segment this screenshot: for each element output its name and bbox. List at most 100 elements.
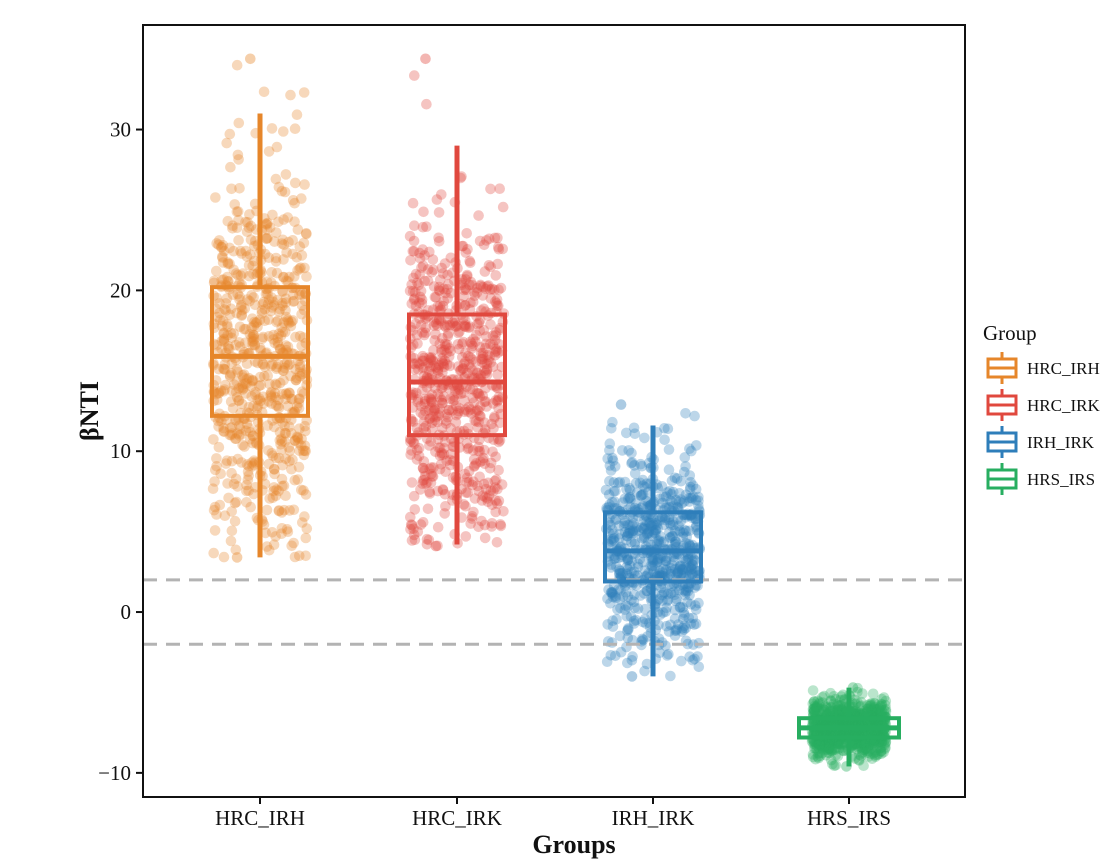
jitter-point bbox=[256, 305, 268, 316]
jitter-point bbox=[234, 183, 245, 194]
jitter-point bbox=[474, 325, 486, 337]
jitter-point bbox=[281, 247, 292, 258]
jitter-point bbox=[234, 420, 245, 432]
jitter-point bbox=[437, 367, 448, 378]
jitter-point bbox=[494, 324, 505, 336]
jitter-point bbox=[478, 478, 490, 490]
jitter-point bbox=[237, 439, 248, 451]
jitter-point bbox=[249, 240, 260, 252]
jitter-point bbox=[462, 443, 474, 455]
jitter-point bbox=[255, 345, 266, 356]
jitter-point bbox=[432, 301, 444, 312]
jitter-point bbox=[294, 241, 306, 252]
jitter-point bbox=[473, 317, 485, 329]
jitter-point bbox=[478, 324, 490, 336]
jitter-point bbox=[690, 604, 702, 615]
jitter-point bbox=[646, 554, 658, 565]
jitter-point bbox=[437, 333, 448, 344]
jitter-point bbox=[667, 531, 678, 542]
jitter-point bbox=[442, 330, 454, 342]
jitter-point bbox=[663, 444, 675, 455]
jitter-point bbox=[279, 358, 291, 370]
jitter-point bbox=[219, 304, 230, 315]
jitter-point bbox=[278, 126, 289, 137]
jitter-point bbox=[272, 294, 283, 306]
jitter-point bbox=[293, 393, 305, 405]
jitter-point bbox=[241, 497, 252, 508]
jitter-point bbox=[270, 490, 282, 502]
jitter-point bbox=[622, 554, 634, 565]
jitter-point bbox=[621, 552, 633, 563]
jitter-point bbox=[289, 551, 301, 563]
jitter-point bbox=[435, 459, 447, 470]
jitter-point bbox=[435, 274, 446, 286]
jitter-point bbox=[460, 319, 471, 331]
jitter-point bbox=[276, 444, 288, 455]
jitter-point bbox=[261, 224, 273, 235]
jitter-point bbox=[670, 538, 682, 550]
jitter-point bbox=[655, 531, 666, 542]
jitter-point bbox=[490, 506, 502, 518]
x-axis-title: Groups bbox=[532, 830, 615, 859]
jitter-point bbox=[432, 485, 444, 497]
jitter-point bbox=[231, 496, 242, 508]
jitter-point bbox=[223, 343, 234, 354]
jitter-point bbox=[419, 275, 431, 287]
jitter-point bbox=[215, 314, 226, 326]
jitter-point bbox=[489, 232, 501, 244]
jitter-point bbox=[290, 177, 301, 189]
jitter-point bbox=[217, 251, 228, 262]
jitter-point bbox=[247, 461, 258, 472]
jitter-point bbox=[682, 582, 694, 593]
jitter-point bbox=[436, 262, 448, 274]
jitter-point bbox=[299, 445, 311, 457]
jitter-point bbox=[430, 318, 442, 330]
jitter-point bbox=[420, 420, 432, 432]
jitter-point bbox=[644, 517, 655, 529]
jitter-point bbox=[479, 519, 491, 531]
jitter-point bbox=[291, 431, 303, 443]
jitter-point bbox=[409, 293, 420, 304]
jitter-point bbox=[224, 371, 236, 382]
jitter-point bbox=[226, 421, 238, 433]
jitter-point bbox=[629, 589, 640, 601]
jitter-point bbox=[614, 565, 626, 577]
jitter-point bbox=[609, 461, 621, 472]
jitter-point bbox=[674, 561, 686, 573]
jitter-point bbox=[492, 232, 503, 244]
jitter-point bbox=[440, 341, 452, 352]
jitter-point bbox=[218, 274, 229, 285]
jitter-point bbox=[669, 564, 681, 575]
jitter-point bbox=[477, 490, 489, 502]
jitter-point bbox=[431, 411, 442, 423]
jitter-point bbox=[257, 333, 268, 345]
jitter-point bbox=[479, 417, 490, 429]
jitter-point bbox=[227, 220, 238, 231]
jitter-point bbox=[423, 405, 435, 416]
jitter-point bbox=[485, 183, 496, 195]
jitter-point bbox=[660, 555, 672, 566]
jitter-point bbox=[685, 477, 696, 488]
jitter-point bbox=[640, 481, 651, 493]
jitter-point bbox=[420, 322, 432, 334]
jitter-point bbox=[675, 475, 687, 487]
jitter-point bbox=[859, 705, 870, 717]
jitter-point bbox=[235, 270, 247, 282]
jitter-point bbox=[629, 536, 641, 548]
jitter-point bbox=[460, 531, 472, 542]
jitter-point bbox=[603, 584, 614, 595]
jitter-point bbox=[246, 332, 257, 343]
jitter-point bbox=[440, 287, 451, 299]
jitter-point bbox=[867, 688, 879, 700]
jitter-point bbox=[627, 525, 639, 536]
jitter-point bbox=[639, 531, 650, 543]
jitter-point bbox=[489, 284, 500, 296]
jitter-point bbox=[662, 487, 673, 498]
jitter-point bbox=[639, 665, 650, 677]
jitter-point bbox=[240, 425, 252, 437]
jitter-point bbox=[251, 317, 263, 328]
jitter-point bbox=[222, 258, 234, 270]
jitter-point bbox=[418, 362, 430, 373]
jitter-point bbox=[619, 493, 631, 505]
jitter-point bbox=[272, 400, 284, 412]
